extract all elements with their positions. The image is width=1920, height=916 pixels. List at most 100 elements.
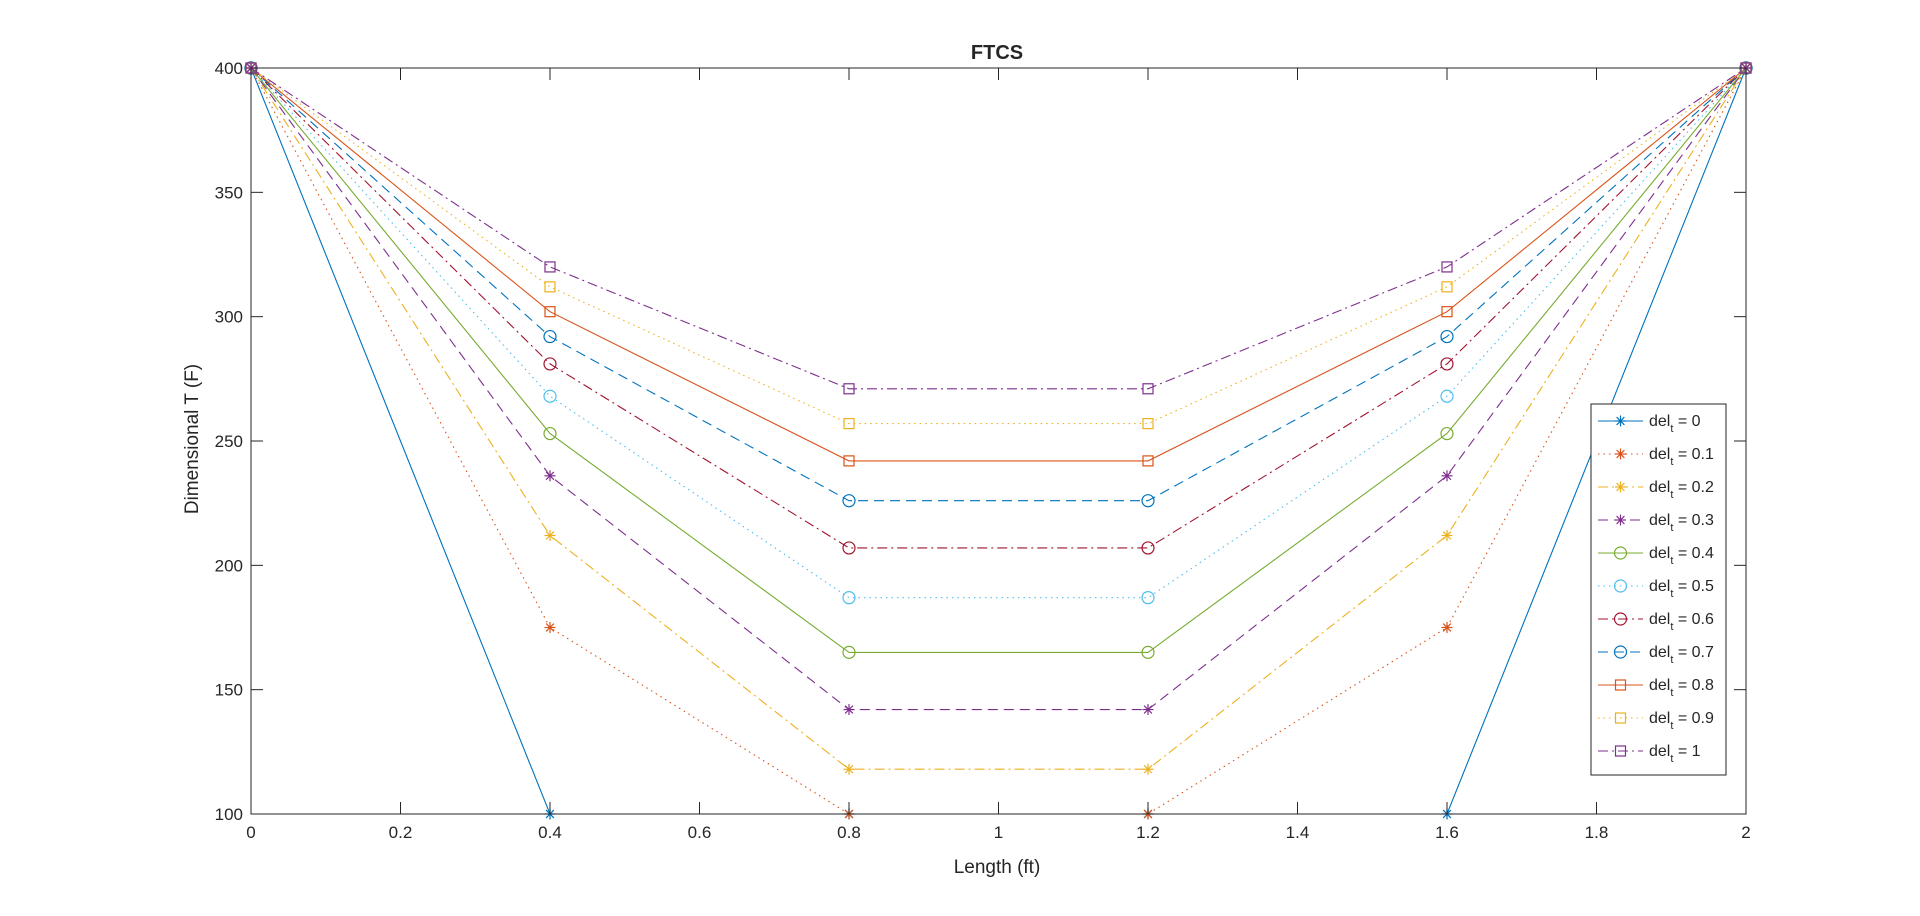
data-point-5-4	[1440, 389, 1454, 403]
legend-marker-9	[1614, 712, 1627, 724]
data-point-4-1	[543, 426, 557, 441]
legend-item-9: delt = 0.9	[1598, 710, 1714, 732]
data-point-9-4	[1441, 281, 1453, 293]
data-point-3-1	[544, 470, 556, 482]
legend-label-9: delt = 0.9	[1649, 710, 1714, 732]
x-tick-label-5: 1	[994, 823, 1003, 842]
axes-layer: 0 0.2 0.4 0.6 0.8 1 1.2 1.4 1.6 1.8 2 100 150 200 250 3…	[215, 59, 1751, 842]
data-point-5-2	[842, 591, 856, 605]
data-point-4-2	[842, 645, 856, 659]
x-tick-label-3: 0.6	[688, 823, 712, 842]
legend-box	[1590, 403, 1727, 776]
data-point-6-3	[1141, 541, 1155, 555]
legend-label-2: delt = 0.2	[1649, 479, 1714, 501]
data-point-7-4	[1440, 329, 1454, 344]
legend-label-10: delt = 1	[1649, 743, 1701, 765]
legend-label-7: delt = 0.7	[1649, 644, 1714, 666]
legend-item-5: delt = 0.5	[1598, 578, 1714, 600]
y-tick-label-5: 350	[215, 183, 243, 202]
legend-label-5: delt = 0.5	[1649, 578, 1714, 600]
data-point-7-2	[842, 494, 856, 508]
series-line-4	[250, 67, 1747, 653]
x-tick-label-10: 2	[1741, 823, 1750, 842]
data-point-2-1	[544, 529, 556, 541]
legend-marker-4	[1613, 546, 1628, 560]
legend-item-8: delt = 0.8	[1598, 677, 1714, 699]
legend-label-3: delt = 0.3	[1649, 512, 1714, 534]
y-tick-label-4: 300	[215, 308, 243, 327]
data-point-9-3	[1142, 417, 1154, 430]
y-tick-label-3: 250	[215, 432, 243, 451]
data-point-3-3	[1142, 704, 1154, 716]
data-point-5-3	[1141, 591, 1155, 605]
legend-item-2: delt = 0.2	[1598, 479, 1714, 501]
series-line-1	[250, 67, 1747, 815]
legend-marker-3	[1615, 514, 1626, 526]
legend: delt = 0 delt = 0.1 delt = 0.2 delt = 0.3 de…	[1590, 403, 1727, 776]
data-point-10-1	[544, 261, 556, 273]
series-line-10	[250, 67, 1747, 390]
legend-marker-2	[1615, 481, 1626, 493]
legend-item-6: delt = 0.6	[1598, 611, 1714, 633]
x-tick-label-9: 1.8	[1585, 823, 1609, 842]
data-point-6-1	[543, 357, 557, 371]
legend-item-1: delt = 0.1	[1598, 446, 1714, 468]
series-line-8	[250, 67, 1747, 462]
series-line-2	[250, 67, 1747, 770]
data-point-5-1	[543, 389, 557, 403]
data-point-8-1	[544, 306, 556, 318]
chart-title: FTCS	[971, 42, 1023, 64]
data-point-10-3	[1142, 383, 1154, 395]
y-tick-label-2: 200	[215, 556, 243, 575]
series-layer	[244, 61, 1753, 820]
legend-item-4: delt = 0.4	[1598, 545, 1714, 567]
x-tick-label-7: 1.4	[1286, 823, 1310, 842]
x-tick-label-1: 0.2	[389, 823, 413, 842]
y-tick-label-0: 100	[215, 805, 243, 824]
legend-label-1: delt = 0.1	[1649, 446, 1714, 468]
legend-item-7: delt = 0.7	[1598, 644, 1714, 666]
series-line-3	[250, 67, 1747, 711]
x-axis-label: Length (ft)	[954, 857, 1041, 878]
series-line-6	[250, 67, 1747, 549]
data-point-3-2	[843, 704, 855, 716]
data-point-2-4	[1441, 529, 1453, 541]
data-point-4-4	[1440, 426, 1454, 441]
data-point-8-3	[1142, 455, 1154, 467]
data-point-4-3	[1141, 645, 1155, 659]
data-point-8-2	[843, 455, 855, 467]
legend-marker-1	[1615, 448, 1626, 460]
data-point-1-4	[1441, 622, 1453, 633]
data-point-2-2	[843, 763, 855, 775]
legend-label-4: delt = 0.4	[1649, 545, 1714, 567]
legend-item-0: delt = 0	[1598, 413, 1701, 435]
legend-marker-10	[1614, 745, 1627, 757]
data-point-6-2	[842, 541, 856, 555]
x-tick-label-2: 0.4	[538, 823, 562, 842]
y-tick-label-1: 150	[215, 681, 243, 700]
x-tick-label-8: 1.6	[1435, 823, 1459, 842]
legend-label-6: delt = 0.6	[1649, 611, 1714, 633]
y-axis-label: Dimensional T (F)	[182, 364, 203, 514]
legend-item-3: delt = 0.3	[1598, 512, 1714, 534]
data-point-7-1	[543, 329, 557, 344]
data-point-9-1	[544, 281, 556, 293]
legend-marker-6	[1613, 612, 1628, 626]
legend-item-10: delt = 1	[1598, 743, 1701, 765]
legend-label-8: delt = 0.8	[1649, 677, 1714, 699]
series-line-9	[250, 67, 1747, 425]
data-point-10-2	[843, 383, 855, 395]
x-tick-label-4: 0.8	[837, 823, 861, 842]
x-tick-label-0: 0	[246, 823, 255, 842]
plot-background	[251, 68, 1746, 814]
legend-marker-0	[1615, 415, 1626, 427]
data-point-1-1	[544, 622, 556, 633]
data-point-8-4	[1441, 306, 1453, 318]
data-point-10-4	[1441, 261, 1453, 273]
data-point-7-3	[1141, 494, 1155, 508]
y-tick-label-6: 400	[215, 59, 243, 78]
plot-area	[251, 68, 1746, 814]
data-point-9-2	[843, 417, 855, 430]
